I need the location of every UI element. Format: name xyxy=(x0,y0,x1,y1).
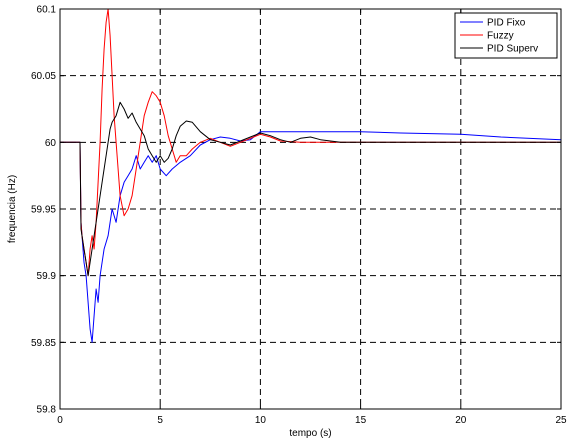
series-layer xyxy=(60,8,562,343)
legend-label: Fuzzy xyxy=(487,31,514,42)
legend: PID Fixo Fuzzy PID Superv xyxy=(454,12,558,59)
x-tick-label: 25 xyxy=(555,415,567,426)
y-tick-label: 60 xyxy=(45,138,57,149)
legend-entry: PID Superv xyxy=(460,44,538,55)
legend-label: PID Fixo xyxy=(487,18,526,29)
y-tick-label: 60.1 xyxy=(37,5,57,16)
y-tick-label: 59.8 xyxy=(37,405,57,416)
x-tick-label: 0 xyxy=(57,415,63,426)
legend-entry: PID Fixo xyxy=(460,18,526,29)
x-tick-label: 5 xyxy=(157,415,163,426)
x-tick-label: 15 xyxy=(355,415,367,426)
legend-entry: Fuzzy xyxy=(460,31,514,42)
y-tick-label: 59.9 xyxy=(37,271,57,282)
axis-ticks: 0 5 10 15 20 25 59.8 59.85 59.9 59.95 60 60.05 60.1 xyxy=(31,5,567,427)
pid-superv-line xyxy=(60,101,561,277)
x-tick-label: 10 xyxy=(255,415,267,426)
y-axis-label: frequencia (Hz) xyxy=(7,175,18,243)
legend-label: PID Superv xyxy=(487,44,538,55)
fuzzy-line xyxy=(60,8,561,277)
y-tick-label: 59.85 xyxy=(31,338,56,349)
x-tick-label: 20 xyxy=(455,415,467,426)
pid-fixo-line xyxy=(60,131,562,343)
y-tick-label: 59.95 xyxy=(31,205,56,216)
x-axis-label: tempo (s) xyxy=(289,428,331,439)
y-tick-label: 60.05 xyxy=(31,71,56,82)
